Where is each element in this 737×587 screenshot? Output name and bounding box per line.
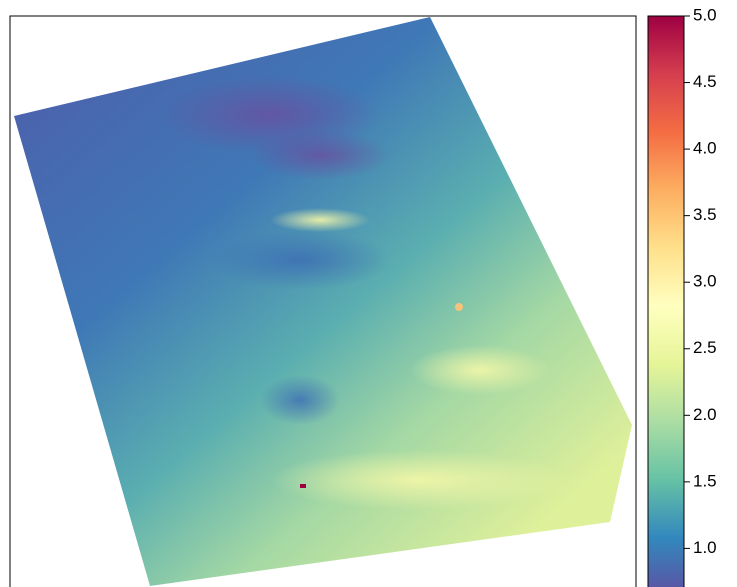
- tick-label: 4.0: [693, 139, 717, 158]
- tick-label: 3.5: [693, 205, 717, 224]
- tick-label: 1.5: [693, 471, 717, 490]
- plot-frame: [9, 15, 637, 587]
- tick-label: 2.5: [693, 338, 717, 357]
- tick-label: 5.0: [693, 5, 717, 24]
- tick-label: 4.5: [693, 72, 717, 91]
- colorbar: [647, 15, 685, 587]
- tick-label: 3.0: [693, 272, 717, 291]
- raster: [14, 17, 632, 586]
- tick-label: 2.0: [693, 405, 717, 424]
- tick-label: 1.0: [693, 538, 717, 557]
